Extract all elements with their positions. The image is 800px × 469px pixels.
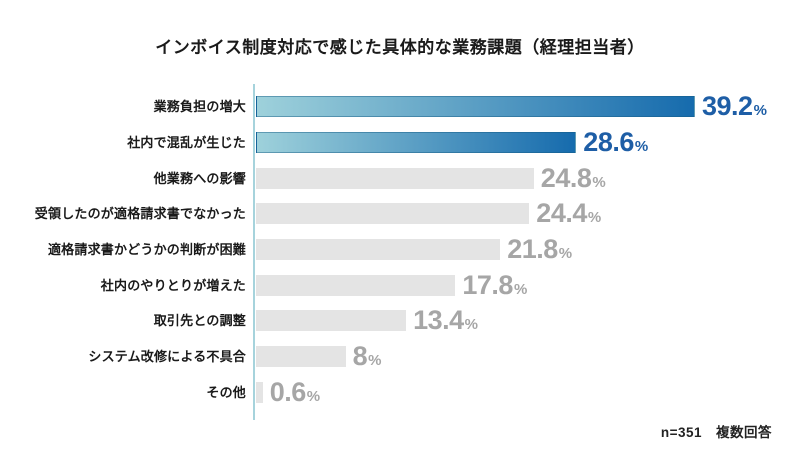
bar-track: 39.2 % — [256, 93, 767, 120]
percent-suffix: % — [368, 352, 382, 370]
value-number: 24.8 — [540, 162, 592, 193]
chart-title: インボイス制度対応で感じた具体的な業務課題（経理担当者） — [155, 38, 645, 57]
bar — [256, 346, 346, 368]
category-label: その他 — [206, 384, 246, 400]
category-label: 他業務への影響 — [153, 170, 246, 186]
percent-suffix: % — [558, 245, 573, 263]
category-label: 社内のやりとりが増えた — [100, 277, 246, 293]
value-number: 13.4 — [413, 305, 464, 336]
percent-suffix: % — [592, 173, 606, 191]
bar — [256, 132, 577, 154]
value-label: 13.4 % — [413, 307, 478, 334]
value-label: 8 % — [353, 343, 382, 370]
bar-track: 28.6 % — [256, 129, 648, 156]
bar-track: 21.8 % — [256, 236, 572, 263]
value-label: 39.2 % — [702, 93, 767, 120]
bar — [256, 203, 530, 225]
bar — [256, 274, 456, 296]
bar-track: 0.6 % — [256, 376, 321, 407]
value-label: 21.8 % — [507, 236, 572, 263]
bar — [256, 96, 695, 118]
percent-suffix: % — [634, 138, 649, 156]
bar-rows: 業務負担の増大 39.2 % 社内で混乱が生じた 28.6 % 他業務への影響 … — [0, 89, 800, 410]
bar — [256, 381, 263, 403]
category-label: 適格請求書かどうかの判断が困難 — [47, 242, 246, 258]
category-label: 取引先との調整 — [153, 313, 246, 329]
value-number: 0.6 — [269, 376, 307, 407]
value-number: 21.8 — [507, 234, 558, 265]
bar-row: 適格請求書かどうかの判断が困難 21.8 % — [0, 232, 800, 268]
value-label: 24.8 % — [540, 162, 606, 193]
value-label: 17.8 % — [462, 269, 528, 300]
bar-track: 8 % — [256, 343, 381, 370]
sample-note: n=351 複数回答 — [660, 425, 772, 440]
bar-row: 社内で混乱が生じた 28.6 % — [0, 125, 800, 161]
value-number: 17.8 — [462, 269, 513, 300]
bar-track: 24.8 % — [256, 162, 606, 193]
percent-suffix: % — [513, 280, 528, 298]
value-number: 24.4 — [536, 198, 587, 229]
category-label: システム改修による不具合 — [88, 349, 246, 365]
bar-track: 24.4 % — [256, 200, 601, 227]
bar-row: 取引先との調整 13.4 % — [0, 303, 800, 339]
bar — [256, 239, 501, 261]
value-label: 28.6 % — [583, 129, 648, 156]
bar-track: 17.8 % — [256, 269, 528, 300]
bar-row: 受領したのが適格請求書でなかった 24.4 % — [0, 196, 800, 232]
percent-suffix: % — [753, 102, 767, 120]
category-label: 受領したのが適格請求書でなかった — [34, 206, 246, 222]
bar — [256, 310, 407, 332]
value-number: 28.6 — [583, 127, 634, 158]
percent-suffix: % — [464, 316, 478, 334]
bar-row: 業務負担の増大 39.2 % — [0, 89, 800, 125]
bar — [256, 167, 534, 189]
category-label: 業務負担の増大 — [153, 99, 246, 115]
bar-row: 社内のやりとりが増えた 17.8 % — [0, 267, 800, 303]
bar-row: 他業務への影響 24.8 % — [0, 160, 800, 196]
category-label: 社内で混乱が生じた — [127, 135, 246, 151]
value-label: 0.6 % — [269, 376, 321, 407]
y-axis-line — [253, 84, 255, 420]
value-number: 8 — [352, 341, 368, 372]
bar-row: その他 0.6 % — [0, 375, 800, 411]
bar-row: システム改修による不具合 8 % — [0, 339, 800, 375]
value-label: 24.4 % — [536, 200, 601, 227]
percent-suffix: % — [306, 387, 321, 405]
percent-suffix: % — [587, 209, 602, 227]
bar-track: 13.4 % — [256, 307, 478, 334]
value-number: 39.2 — [702, 91, 753, 122]
